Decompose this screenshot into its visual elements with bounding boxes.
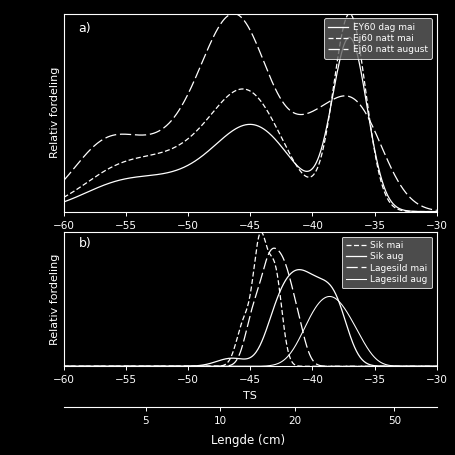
Lagesild aug <box>230 364 235 369</box>
Sik aug <box>61 364 66 369</box>
Line: Lagesild mai: Lagesild mai <box>64 248 437 366</box>
Lagesild aug <box>434 364 440 369</box>
Sik aug <box>157 364 162 369</box>
Lagesild mai <box>127 364 132 369</box>
Lagesild mai <box>282 258 287 263</box>
Line: Ej60 natt august: Ej60 natt august <box>64 14 437 210</box>
Ej60 natt august <box>434 207 440 213</box>
Lagesild mai <box>157 364 162 369</box>
Ej60 natt mai <box>230 90 235 95</box>
EY60 dag mai <box>157 172 162 177</box>
EY60 dag mai <box>61 199 66 205</box>
Sik mai <box>282 326 287 331</box>
Ej60 natt august <box>157 128 162 133</box>
Lagesild mai <box>343 364 348 369</box>
Lagesild mai <box>272 245 277 251</box>
Sik aug <box>296 267 302 273</box>
EY60 dag mai <box>230 128 235 133</box>
Y-axis label: Relativ fordeling: Relativ fordeling <box>50 253 60 345</box>
Text: b): b) <box>79 238 91 250</box>
Sik aug <box>230 355 235 361</box>
Lagesild aug <box>343 307 348 312</box>
Line: Lagesild aug: Lagesild aug <box>64 297 437 366</box>
Ej60 natt mai <box>127 157 132 163</box>
Text: a): a) <box>79 21 91 35</box>
Lagesild aug <box>157 364 162 369</box>
Ej60 natt mai <box>310 173 316 178</box>
Sik mai <box>434 364 440 369</box>
Ej60 natt mai <box>157 150 162 156</box>
EY60 dag mai <box>127 175 132 181</box>
Ej60 natt august <box>282 101 287 107</box>
X-axis label: TS: TS <box>243 236 257 246</box>
Lagesild aug <box>61 364 66 369</box>
Ej60 natt mai <box>61 195 66 200</box>
Sik mai <box>127 364 132 369</box>
Legend: Sik mai, Sik aug, Lagesild mai, Lagesild aug: Sik mai, Sik aug, Lagesild mai, Lagesild… <box>342 237 432 288</box>
Ej60 natt august <box>127 131 132 137</box>
EY60 dag mai <box>310 165 316 171</box>
Lagesild aug <box>281 358 286 363</box>
Sik mai <box>61 364 66 369</box>
Lagesild mai <box>230 362 235 367</box>
Line: Ej60 natt mai: Ej60 natt mai <box>64 14 437 212</box>
Sik mai <box>343 364 348 369</box>
Ej60 natt august <box>343 93 348 99</box>
Line: Sik mai: Sik mai <box>64 232 437 366</box>
Lagesild aug <box>327 294 333 299</box>
Ej60 natt august <box>311 108 316 114</box>
Sik aug <box>343 318 348 324</box>
Sik aug <box>311 273 316 278</box>
Ej60 natt august <box>230 11 235 16</box>
Ej60 natt mai <box>434 209 440 214</box>
Y-axis label: Relativ fordeling: Relativ fordeling <box>50 67 60 158</box>
Sik aug <box>434 364 440 369</box>
EY60 dag mai <box>347 35 352 40</box>
Ej60 natt mai <box>347 11 352 16</box>
Ej60 natt mai <box>281 139 286 145</box>
Sik mai <box>157 364 162 369</box>
Lagesild mai <box>61 364 66 369</box>
Lagesild aug <box>127 364 132 369</box>
Sik mai <box>311 364 316 369</box>
Line: Sik aug: Sik aug <box>64 270 437 366</box>
Sik aug <box>127 364 132 369</box>
Lagesild mai <box>311 359 316 364</box>
Sik mai <box>258 229 264 235</box>
Sik mai <box>230 351 235 356</box>
EY60 dag mai <box>342 40 347 46</box>
X-axis label: TS: TS <box>243 391 257 401</box>
Line: EY60 dag mai: EY60 dag mai <box>64 37 437 212</box>
Lagesild aug <box>310 309 316 315</box>
Text: Lengde (cm): Lengde (cm) <box>211 434 285 447</box>
Ej60 natt august <box>231 11 237 16</box>
Lagesild mai <box>434 364 440 369</box>
EY60 dag mai <box>434 209 440 214</box>
Ej60 natt mai <box>342 20 347 25</box>
EY60 dag mai <box>281 147 286 152</box>
Sik aug <box>281 281 286 287</box>
Legend: EY60 dag mai, Ej60 natt mai, Ej60 natt august: EY60 dag mai, Ej60 natt mai, Ej60 natt a… <box>324 18 432 59</box>
Ej60 natt august <box>61 178 66 183</box>
